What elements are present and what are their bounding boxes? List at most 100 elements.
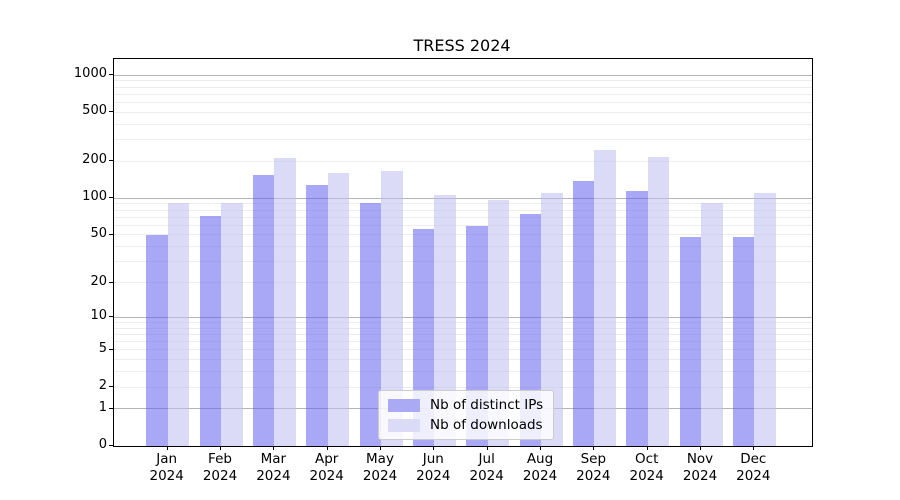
gridline-minor xyxy=(114,111,812,113)
y-tick-label: 1 xyxy=(98,399,107,415)
gridline-minor xyxy=(114,333,812,335)
gridline-minor xyxy=(114,203,812,205)
gridline-minor xyxy=(114,349,812,351)
x-tick-year: 2024 xyxy=(202,468,238,484)
bar-distinct-ips xyxy=(679,237,701,446)
x-tick-month: Dec xyxy=(740,451,767,467)
y-tick-mark xyxy=(109,111,113,113)
gridline-minor xyxy=(114,80,812,82)
gridline-minor xyxy=(114,102,812,104)
x-tick-year: 2024 xyxy=(682,468,718,484)
y-tick-label: 500 xyxy=(82,103,107,119)
y-tick-mark xyxy=(109,281,113,283)
x-tick-label: Nov 2024 xyxy=(669,451,731,485)
x-tick-label: Oct 2024 xyxy=(616,451,678,485)
gridline-minor xyxy=(114,234,812,236)
x-tick-label: Apr 2024 xyxy=(296,451,358,485)
x-tick-mark xyxy=(326,446,328,450)
gridline-minor xyxy=(114,139,812,141)
x-tick-mark xyxy=(593,446,595,450)
x-tick-year: 2024 xyxy=(629,468,664,484)
gridline-major xyxy=(114,74,812,76)
gridline-minor xyxy=(114,371,812,373)
x-tick-mark xyxy=(220,446,221,450)
y-tick-label: 5 xyxy=(98,340,107,356)
chart-title: TRESS 2024 xyxy=(413,36,511,55)
bar-downloads xyxy=(647,156,670,446)
x-tick-label: Sep 2024 xyxy=(562,451,624,485)
x-tick-year: 2024 xyxy=(469,468,504,484)
x-tick-month: May xyxy=(366,451,394,467)
x-tick-mark xyxy=(646,446,648,450)
x-tick-label: Jun 2024 xyxy=(402,451,464,485)
gridline-minor xyxy=(114,386,812,388)
x-tick-mark xyxy=(273,446,275,450)
y-tick-mark xyxy=(109,316,113,318)
bar-distinct-ips xyxy=(252,174,275,446)
legend-entry-downloads: Nb of downloads xyxy=(388,417,543,433)
bar-downloads xyxy=(381,171,403,446)
bar-distinct-ips xyxy=(572,181,595,446)
x-tick-label: Jan 2024 xyxy=(136,451,198,485)
gridline-minor xyxy=(114,224,812,226)
x-tick-year: 2024 xyxy=(576,468,611,484)
y-tick-mark xyxy=(109,407,113,409)
gridline-minor xyxy=(114,209,812,211)
y-tick-mark xyxy=(109,445,113,446)
y-tick-label: 200 xyxy=(82,152,107,168)
x-tick-year: 2024 xyxy=(362,468,398,484)
x-tick-label: Jul 2024 xyxy=(456,451,518,485)
bar-downloads xyxy=(434,195,456,446)
x-tick-label: May 2024 xyxy=(349,451,411,485)
x-tick-month: Oct xyxy=(635,451,659,467)
x-tick-month: Jun xyxy=(422,451,444,467)
legend-swatch-downloads-icon xyxy=(388,418,420,432)
bar-downloads xyxy=(274,158,296,446)
bar-downloads xyxy=(701,202,723,446)
y-tick-label: 0 xyxy=(98,437,107,452)
y-tick-label: 1000 xyxy=(73,66,107,82)
gridline-minor xyxy=(114,341,812,343)
gridline-minor xyxy=(114,160,812,162)
gridline-minor xyxy=(114,246,812,248)
x-tick-year: 2024 xyxy=(736,468,771,484)
legend-label-downloads: Nb of downloads xyxy=(430,417,543,433)
gridline-major xyxy=(114,316,812,318)
gridline-minor xyxy=(114,282,812,284)
legend-entry-distinct-ips: Nb of distinct IPs xyxy=(388,397,543,413)
y-tick-mark xyxy=(109,74,113,76)
gridline-minor xyxy=(114,321,812,323)
x-tick-label: Aug 2024 xyxy=(509,451,571,485)
y-tick-mark xyxy=(109,233,113,235)
legend-label-distinct-ips: Nb of distinct IPs xyxy=(430,397,544,413)
gridline-minor xyxy=(114,261,812,263)
x-tick-month: Aug xyxy=(526,451,554,467)
y-tick-label: 2 xyxy=(98,378,107,394)
legend: Nb of distinct IPs Nb of downloads xyxy=(378,390,555,440)
bar-distinct-ips xyxy=(626,190,648,446)
bar-distinct-ips xyxy=(146,234,168,446)
y-tick-mark xyxy=(109,386,113,388)
bar-downloads xyxy=(541,193,563,446)
x-tick-month: Jul xyxy=(478,451,495,467)
x-tick-year: 2024 xyxy=(149,468,184,484)
bar-distinct-ips xyxy=(359,203,381,446)
x-tick-label: Feb 2024 xyxy=(189,451,251,485)
x-tick-mark xyxy=(486,446,488,450)
gridline-minor xyxy=(114,123,812,125)
gridline-minor xyxy=(114,86,812,88)
y-tick-mark xyxy=(109,160,113,162)
x-tick-year: 2024 xyxy=(416,468,451,484)
x-tick-month: Apr xyxy=(315,451,339,467)
x-tick-mark xyxy=(700,446,701,450)
bar-downloads xyxy=(327,172,350,446)
gridline-minor xyxy=(114,216,812,218)
legend-swatch-distinct-ips-icon xyxy=(388,398,420,412)
bar-downloads xyxy=(754,193,776,446)
y-tick-mark xyxy=(109,348,113,350)
x-tick-month: Jan xyxy=(156,451,178,467)
gridline-minor xyxy=(114,327,812,329)
bar-downloads xyxy=(594,150,616,446)
x-tick-mark xyxy=(433,446,435,450)
